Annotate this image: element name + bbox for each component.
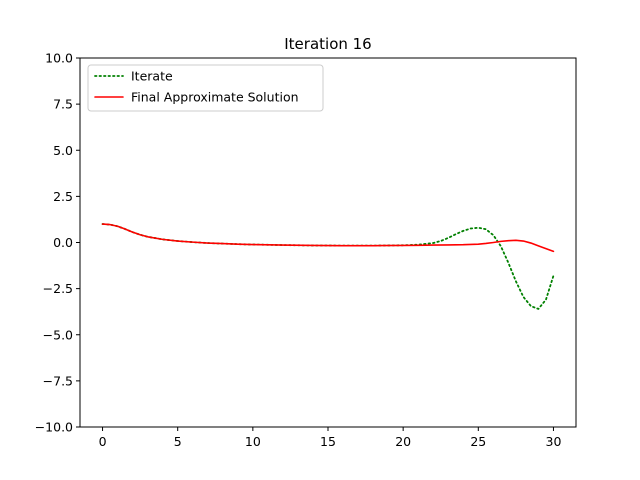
y-tick-label: −2.5 <box>43 281 73 296</box>
x-tick-label: 25 <box>470 434 486 449</box>
y-tick-label: −10.0 <box>35 420 73 435</box>
y-tick-label: −7.5 <box>43 373 73 388</box>
legend-label-iterate: Iterate <box>131 69 173 84</box>
axes-layer: 0 5 10 15 20 25 30 −10.0 −7.5 −5.0 −2.5 0.0 2.5 5.0 7.… <box>35 51 577 449</box>
y-tick-label: 2.5 <box>53 189 73 204</box>
x-tick-label: 20 <box>395 434 411 449</box>
legend: Iterate Final Approximate Solution <box>87 64 324 112</box>
legend-frame <box>87 64 324 112</box>
y-tick-label: 5.0 <box>53 143 73 158</box>
x-tick-label: 0 <box>99 434 107 449</box>
y-tick-label: −5.0 <box>43 327 73 342</box>
x-tick-label: 15 <box>320 434 336 449</box>
series-group <box>101 223 555 310</box>
plot-series-layer <box>101 223 555 310</box>
y-tick-label: 7.5 <box>53 97 73 112</box>
chart-title: Iteration 16 <box>284 35 371 53</box>
x-tick-label: 5 <box>174 434 182 449</box>
x-tick-label: 10 <box>245 434 261 449</box>
legend-label-final-approximate-solution: Final Approximate Solution <box>131 90 299 105</box>
series-line-final-approximate-solution <box>101 223 555 253</box>
y-tick-label: 10.0 <box>45 51 73 66</box>
y-tick-label: 0.0 <box>53 235 73 250</box>
x-tick-label: 30 <box>546 434 562 449</box>
